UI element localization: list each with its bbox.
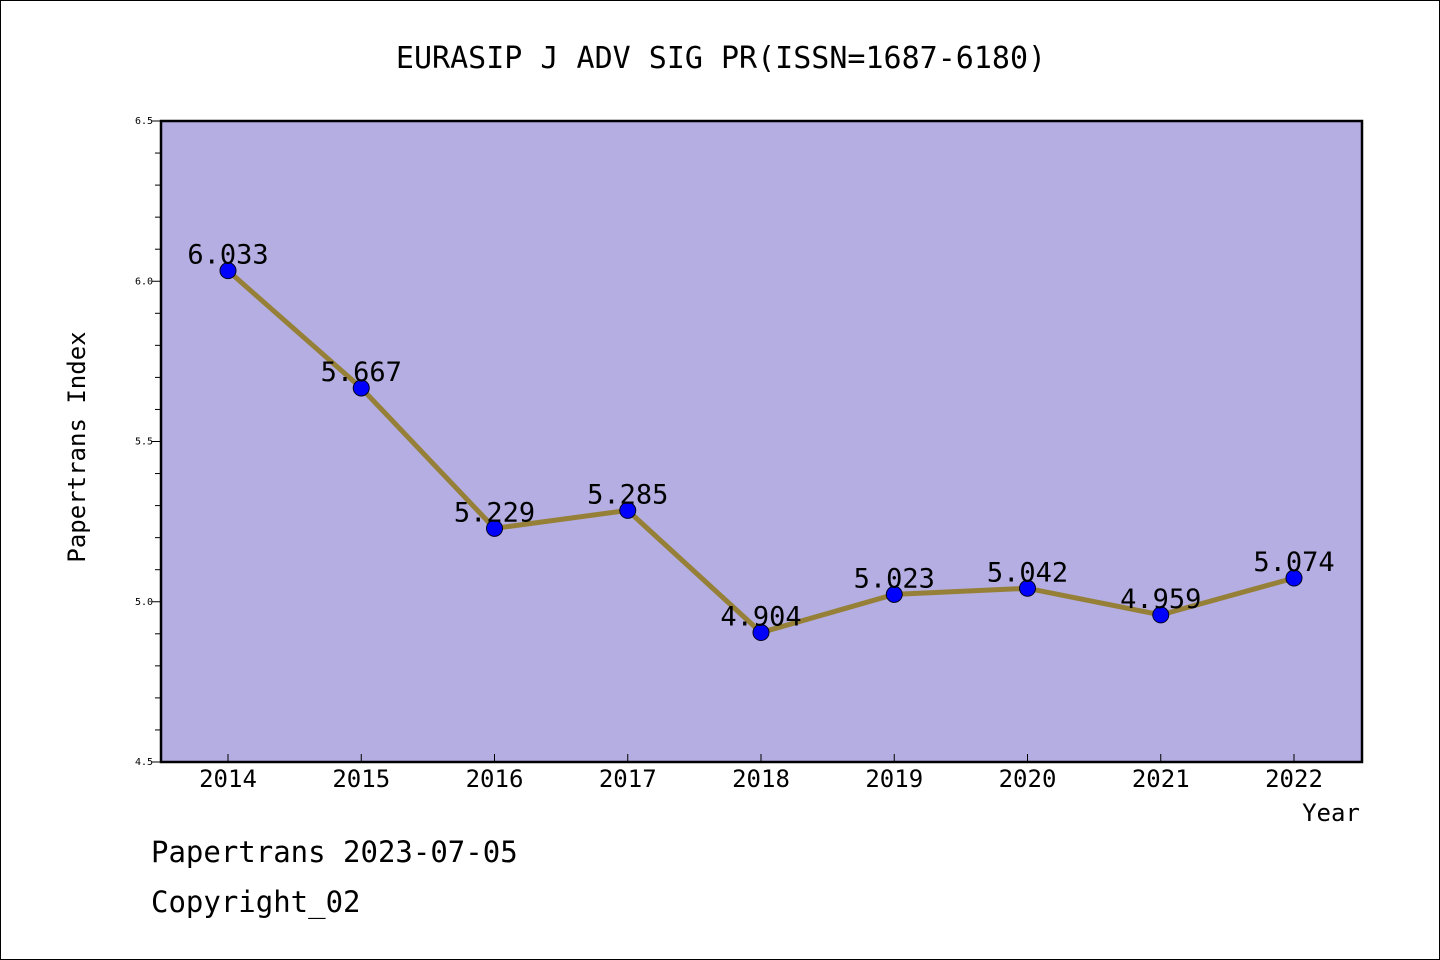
footer-copyright: Copyright_02 <box>151 885 361 919</box>
y-tick-label: 4.5 <box>135 757 153 768</box>
data-label: 5.023 <box>854 563 935 594</box>
x-tick-label: 2020 <box>999 765 1057 793</box>
data-point <box>1285 569 1303 587</box>
data-label: 5.229 <box>454 497 535 528</box>
x-tick-label: 2014 <box>199 765 257 793</box>
x-axis: 2014 2015 2016 2017 2018 2019 2020 2021 2022 <box>199 754 1323 793</box>
x-tick-label: 2017 <box>599 765 657 793</box>
data-label: 5.285 <box>587 479 668 510</box>
data-point <box>885 585 903 603</box>
data-point <box>352 379 370 397</box>
data-label: 6.033 <box>187 240 268 271</box>
y-tick-label: 5.0 <box>135 597 153 608</box>
y-axis-label: Papertrans Index <box>63 331 91 562</box>
data-label: 4.904 <box>720 602 801 633</box>
data-label: 4.959 <box>1120 584 1201 615</box>
x-tick-label: 2019 <box>865 765 923 793</box>
x-tick-label: 2018 <box>732 765 790 793</box>
data-label: 5.042 <box>987 557 1068 588</box>
data-label: 5.074 <box>1253 547 1334 578</box>
y-tick-label: 5.5 <box>135 437 153 448</box>
x-axis-label: Year <box>1302 799 1360 827</box>
data-labels: 6.033 5.667 5.229 5.285 4.904 5.023 5.042 4.959… <box>187 240 1334 633</box>
x-tick-label: 2021 <box>1132 765 1190 793</box>
x-tick-label: 2015 <box>332 765 390 793</box>
data-point <box>1019 579 1036 597</box>
data-point <box>1152 606 1170 624</box>
data-label: 5.667 <box>321 357 402 388</box>
chart-title: EURASIP J ADV SIG PR(ISSN=1687-6180) <box>396 41 1046 76</box>
plot-area <box>161 121 1362 762</box>
data-point <box>752 624 770 642</box>
data-point <box>486 519 503 537</box>
x-tick-label: 2016 <box>466 765 524 793</box>
footer-date: Papertrans 2023-07-05 <box>151 835 518 869</box>
y-tick-label: 6.0 <box>135 276 153 287</box>
data-points <box>219 262 1303 642</box>
data-point <box>619 501 637 519</box>
y-axis: 4.5 5.0 5.5 6.0 6.5 <box>135 116 161 768</box>
x-tick-label: 2022 <box>1265 765 1323 793</box>
y-tick-label: 6.5 <box>135 116 153 127</box>
data-point <box>219 262 237 280</box>
plot-border <box>159 119 1364 764</box>
